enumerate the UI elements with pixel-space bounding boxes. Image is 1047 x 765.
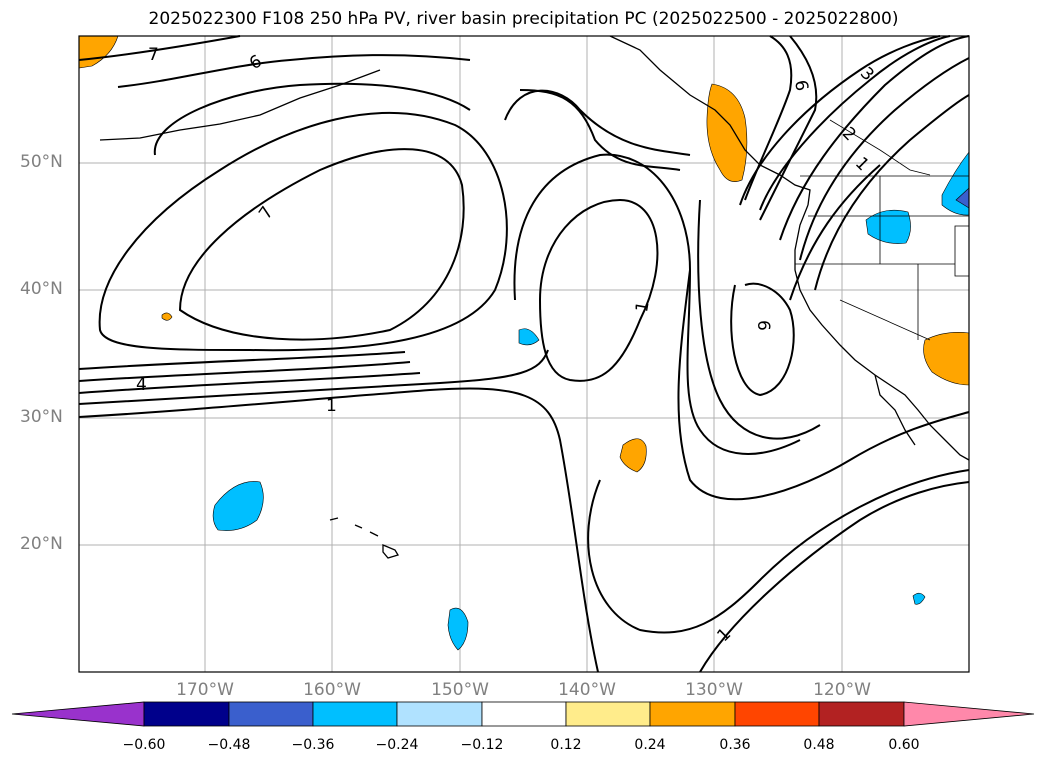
lon-label-150w: 150°W — [431, 680, 489, 700]
negative-anomaly-central — [518, 328, 540, 346]
lon-label-160w: 160°W — [303, 680, 361, 700]
colorbar-tick-neg024: −0.24 — [375, 737, 419, 753]
colorbar-extend-high — [903, 701, 1035, 727]
pv-contours — [78, 35, 970, 673]
contour-label-6-e: 6 — [753, 320, 773, 331]
contour-pac-high — [98, 111, 508, 352]
lat-label-50n: 50°N — [20, 152, 63, 172]
coastlines — [99, 35, 970, 559]
lon-label-140w: 140°W — [558, 680, 616, 700]
baja-california — [874, 374, 916, 446]
hawaii-islands — [329, 517, 399, 559]
colorbar-tick-neg048: −0.48 — [207, 737, 251, 753]
contour-1-south-east — [587, 469, 970, 634]
colorbar-tick-024: 0.24 — [634, 737, 666, 753]
colorbar — [11, 701, 1035, 727]
contour-6-east — [730, 282, 795, 397]
lon-label-130w: 130°W — [685, 680, 743, 700]
contour-ridge-4 — [799, 57, 970, 261]
contour-ridge-5 — [814, 94, 970, 291]
map-border — [78, 35, 970, 673]
contour-6-ne-top — [78, 35, 241, 61]
contour-label-6-ne: 6 — [790, 79, 812, 93]
colorbar-tick-neg060: −0.60 — [122, 737, 166, 753]
lon-label-170w: 170°W — [176, 680, 234, 700]
lat-label-40n: 40°N — [20, 279, 63, 299]
negative-anomaly-hawaii-w — [212, 481, 264, 531]
precip-shading — [78, 35, 970, 651]
lat-label-20n: 20°N — [20, 534, 63, 554]
political-borders — [795, 119, 970, 341]
positive-anomaly-nw — [78, 35, 119, 69]
positive-anomaly-central — [619, 438, 647, 473]
negative-anomaly-south — [447, 607, 469, 651]
contour-1-south — [78, 387, 599, 673]
colorbar-extend-low — [11, 701, 145, 727]
contour-ridge-6 — [759, 35, 818, 221]
contour-trough-center — [538, 198, 659, 382]
map-title: 2025022300 F108 250 hPa PV, river basin … — [148, 9, 899, 29]
positive-anomaly-baja — [923, 332, 970, 386]
colorbar-tick-048: 0.48 — [803, 737, 835, 753]
lat-label-30n: 30°N — [20, 407, 63, 427]
contour-label-1-c: 1 — [632, 300, 654, 314]
contour-6-north — [117, 54, 471, 88]
positive-anomaly-small — [161, 312, 173, 321]
contour-ridge-7 — [744, 35, 793, 201]
contour-4 — [78, 351, 406, 370]
contour-label-1-w: 1 — [326, 396, 337, 416]
contour-ridge-2 — [759, 35, 951, 211]
alaska-coast — [609, 35, 811, 206]
contour-7-north — [153, 82, 471, 156]
negative-anomaly-idaho — [865, 209, 911, 244]
west-coast-us — [794, 204, 970, 461]
lon-label-120w: 120°W — [813, 680, 871, 700]
colorbar-tick-060: 0.60 — [888, 737, 920, 753]
contour-ridge-3 — [779, 35, 970, 241]
positive-anomaly-bc-coast — [706, 83, 748, 182]
contour-1-se-lower — [699, 481, 970, 673]
negative-anomaly-east-pac — [912, 592, 926, 605]
colorbar-tick-neg012: −0.12 — [460, 737, 504, 753]
contour-label-4-w: 4 — [136, 375, 147, 395]
contour-7-inner — [178, 148, 465, 341]
colorbar-tick-neg036: −0.36 — [291, 737, 335, 753]
colorbar-tick-012: 0.12 — [550, 737, 582, 753]
colorbar-tick-036: 0.36 — [719, 737, 751, 753]
contour-label-7-nw: 7 — [148, 45, 159, 65]
aleutians — [99, 69, 381, 141]
